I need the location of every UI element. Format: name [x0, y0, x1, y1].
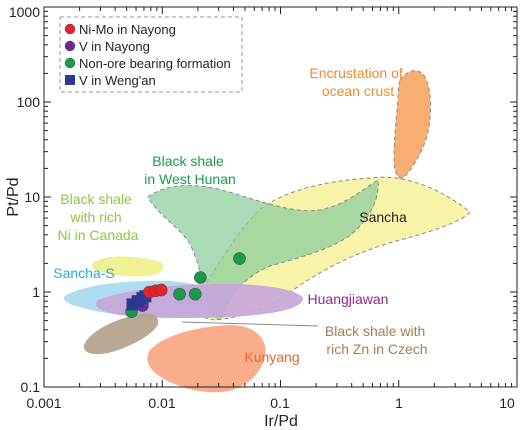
label-kunyang: Kunyang: [244, 349, 299, 365]
y-tick-labels: 0.1 1 10 100 1000: [9, 4, 40, 395]
legend-label-non-ore: Non-ore bearing formation: [79, 56, 231, 71]
label-canada-ni-line2: with rich: [69, 209, 121, 225]
x-tick-label: 0.001: [26, 395, 61, 411]
y-tick-label: 100: [17, 94, 41, 110]
point-ni-mo-in-nayong: [154, 283, 168, 297]
label-west-hunan-line2: in West Hunan: [144, 171, 236, 187]
label-ocean-crust: Encrustation of ocean crust: [309, 65, 406, 99]
field-czech-zn: [83, 313, 159, 355]
label-canada-ni: Black shale with rich Ni in Canada: [58, 191, 139, 243]
fields-layer: [63, 70, 471, 393]
y-tick-label: 0.1: [21, 379, 41, 395]
legend-box: [59, 16, 243, 93]
field-ocean-crust: [393, 70, 432, 179]
legend-label-v-nayong: V in Nayong: [79, 39, 150, 54]
label-sancha: Sancha: [359, 209, 407, 225]
x-axis-label: Ir/Pd: [264, 413, 298, 430]
point-non-ore-bearing-formation: [173, 287, 186, 301]
point-non-ore-bearing-formation: [233, 252, 246, 265]
legend-marker-v-wengan: [65, 75, 75, 85]
label-czech-zn-line2: rich Zn in Czech: [326, 341, 427, 357]
point-non-ore-bearing-formation: [194, 271, 207, 284]
x-tick-labels: 0.001 0.01 0.1 1 10: [26, 395, 515, 411]
label-ocean-crust-line2: ocean crust: [322, 83, 394, 99]
label-west-hunan: Black shale in West Hunan: [144, 153, 236, 187]
x-tick-label: 1: [395, 395, 403, 411]
y-tick-label: 1: [32, 284, 40, 300]
field-labels: Encrustation of ocean crust Black shale …: [53, 65, 429, 365]
legend-label-v-wengan: V in Weng'an: [79, 73, 156, 88]
y-tick-label: 10: [24, 189, 40, 205]
label-ocean-crust-line1: Encrustation of: [309, 65, 402, 81]
legend: Ni-Mo in Nayong V in Nayong Non-ore bear…: [59, 16, 243, 93]
x-tick-label: 10: [499, 395, 515, 411]
label-canada-ni-line3: Ni in Canada: [58, 227, 139, 243]
legend-marker-v-nayong: [64, 40, 76, 52]
x-tick-label: 0.1: [270, 395, 290, 411]
field-canada-ni: [91, 256, 164, 277]
field-kunyang: [147, 325, 266, 393]
label-huangjiawan: Huangjiawan: [308, 291, 389, 307]
label-west-hunan-line1: Black shale: [152, 153, 224, 169]
label-czech-zn: Black shale with rich Zn in Czech: [325, 323, 429, 357]
tick-marks: [43, 6, 518, 388]
legend-marker-non-ore: [64, 57, 76, 69]
legend-label-ni-mo: Ni-Mo in Nayong: [79, 22, 176, 37]
label-canada-ni-line1: Black shale: [60, 191, 132, 207]
point-non-ore-bearing-formation: [188, 287, 202, 301]
label-czech-zn-line1: Black shale with: [325, 323, 425, 339]
y-axis-label: Pt/Pd: [5, 177, 22, 216]
leader-line-czech: [181, 321, 319, 327]
label-sancha-s: Sancha-S: [53, 265, 114, 281]
x-tick-label: 0.01: [148, 395, 175, 411]
legend-marker-ni-mo: [64, 23, 76, 35]
y-tick-label: 1000: [9, 4, 40, 20]
data-points-layer: [125, 252, 246, 319]
